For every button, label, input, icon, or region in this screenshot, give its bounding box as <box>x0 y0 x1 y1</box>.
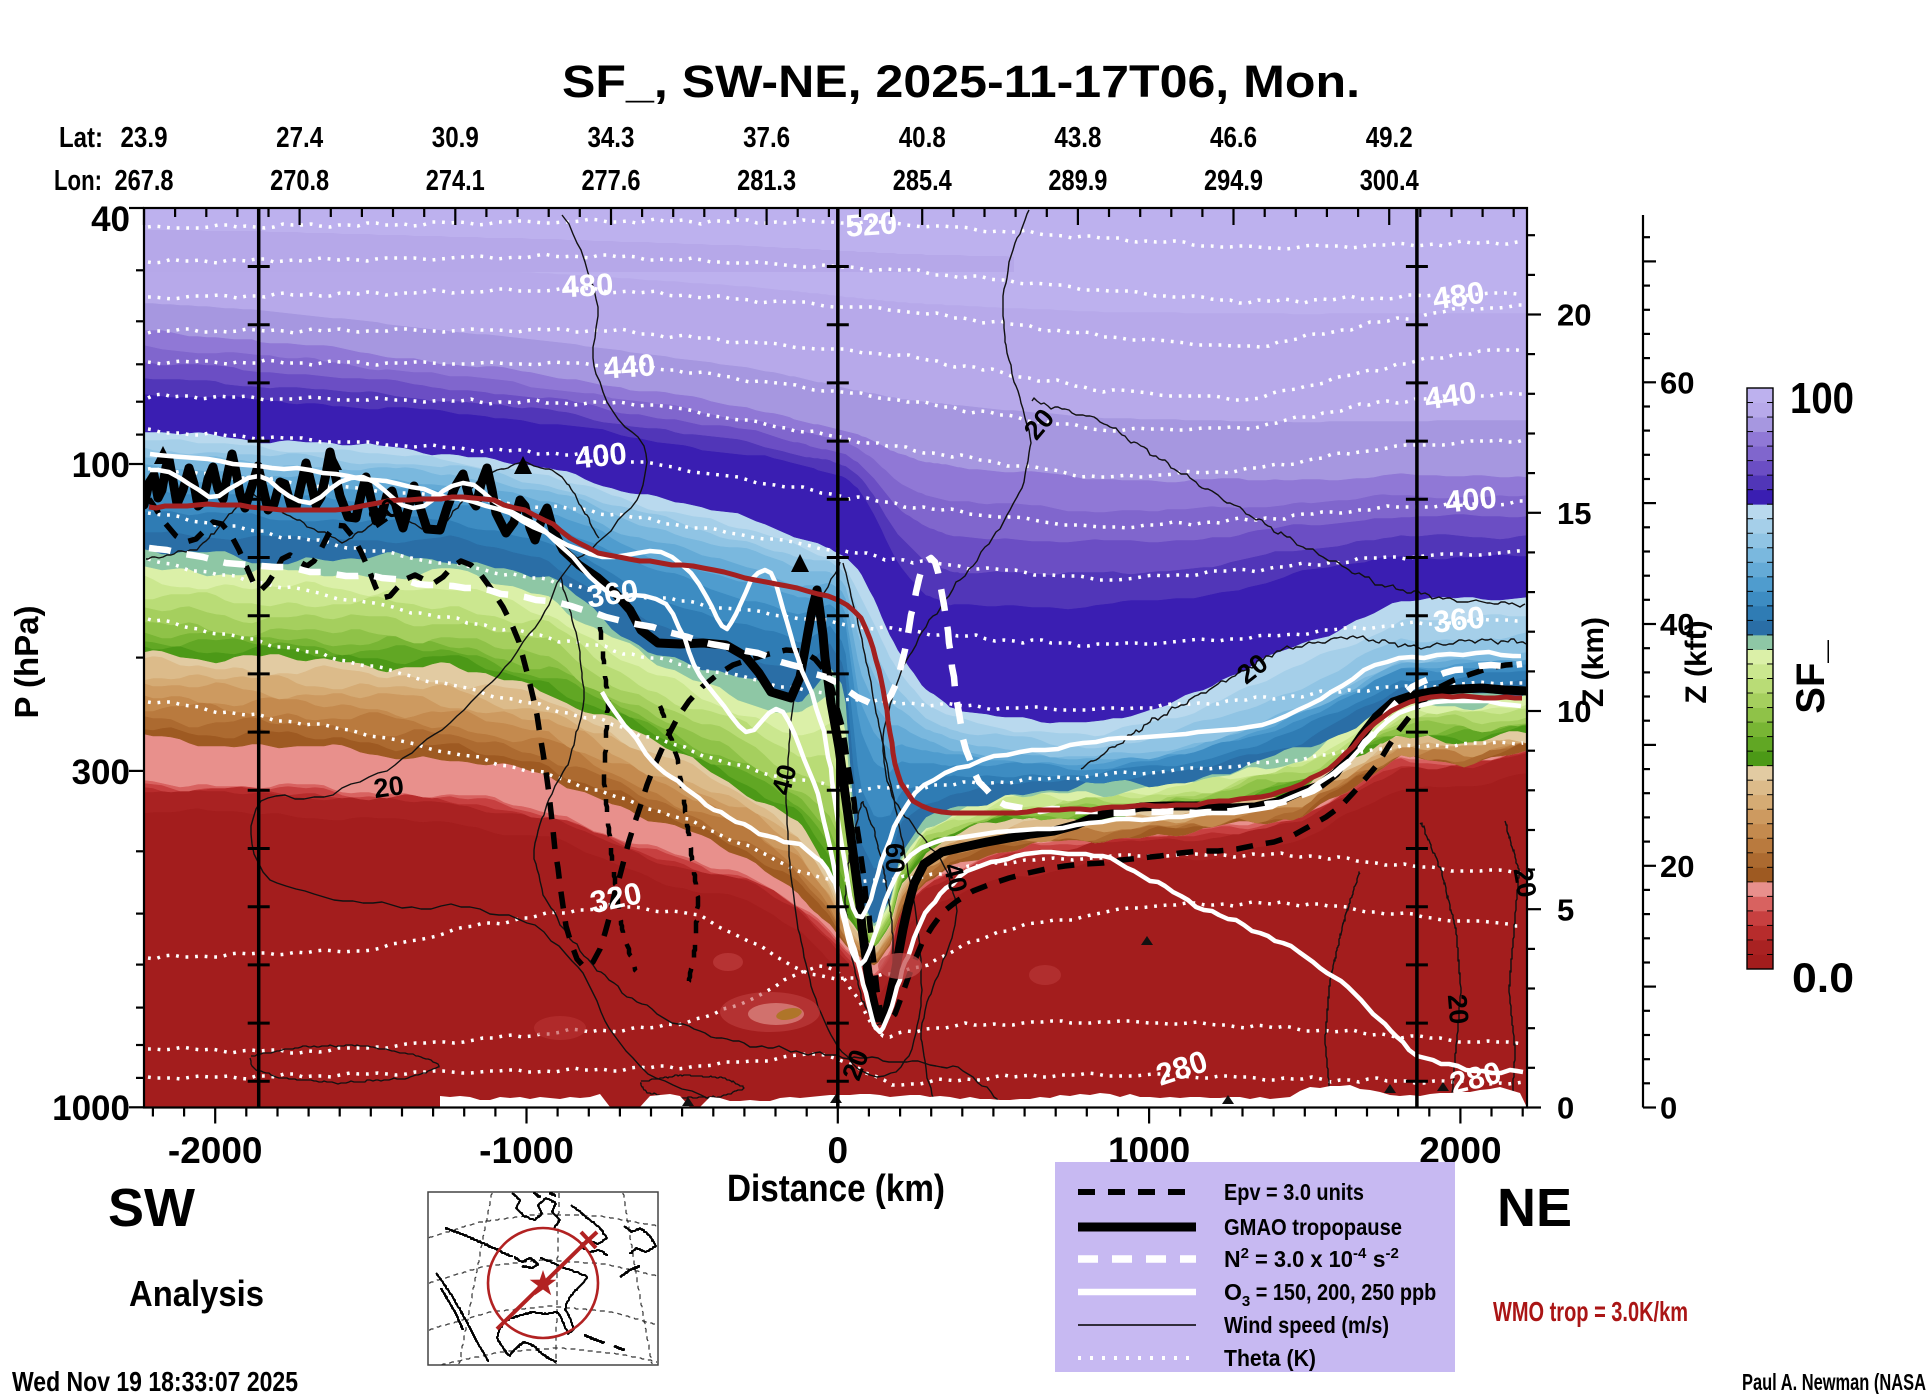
svg-text:SF_: SF_ <box>1789 640 1833 714</box>
svg-text:30.9: 30.9 <box>432 122 479 154</box>
svg-text:Paul A. Newman (NASA: Paul A. Newman (NASA <box>1742 1369 1926 1394</box>
svg-text:SW: SW <box>108 1178 195 1238</box>
svg-text:10: 10 <box>1557 694 1591 729</box>
svg-text:100: 100 <box>72 446 130 485</box>
svg-text:Epv = 3.0 units: Epv = 3.0 units <box>1224 1179 1364 1205</box>
svg-text:GMAO tropopause: GMAO tropopause <box>1224 1214 1402 1240</box>
svg-text:P (hPa): P (hPa) <box>8 605 45 718</box>
svg-text:SF_, SW-NE, 2025-11-17T06, Mon: SF_, SW-NE, 2025-11-17T06, Mon. <box>562 56 1360 107</box>
svg-text:440: 440 <box>1422 375 1478 417</box>
svg-text:20: 20 <box>1557 298 1591 333</box>
svg-text:Analysis: Analysis <box>129 1273 264 1314</box>
svg-text:Wind speed (m/s): Wind speed (m/s) <box>1224 1312 1389 1338</box>
svg-text:40.8: 40.8 <box>899 122 946 154</box>
svg-text:274.1: 274.1 <box>426 165 485 197</box>
svg-text:0: 0 <box>828 1130 849 1171</box>
svg-text:34.3: 34.3 <box>587 122 634 154</box>
svg-text:Lon:: Lon: <box>54 165 102 197</box>
svg-text:0.0: 0.0 <box>1792 954 1854 1001</box>
svg-text:100: 100 <box>1790 374 1854 423</box>
svg-text:-2000: -2000 <box>168 1130 263 1171</box>
svg-text:20: 20 <box>1507 865 1542 900</box>
svg-text:20: 20 <box>1660 849 1694 884</box>
svg-text:360: 360 <box>1431 599 1486 639</box>
svg-text:O3 = 150, 200, 250 ppb: O3 = 150, 200, 250 ppb <box>1224 1279 1436 1310</box>
svg-text:300.4: 300.4 <box>1360 165 1419 197</box>
svg-text:Theta (K): Theta (K) <box>1224 1345 1316 1371</box>
svg-text:-1000: -1000 <box>479 1130 574 1171</box>
svg-text:N2 = 3.0 x 10-4 s-2: N2 = 3.0 x 10-4 s-2 <box>1224 1245 1399 1272</box>
svg-text:289.9: 289.9 <box>1048 165 1107 197</box>
svg-text:0: 0 <box>1557 1091 1574 1126</box>
svg-text:60: 60 <box>1660 365 1694 400</box>
svg-text:0: 0 <box>1660 1091 1677 1126</box>
svg-text:277.6: 277.6 <box>581 165 640 197</box>
svg-text:Z (kft): Z (kft) <box>1680 620 1713 703</box>
svg-text:480: 480 <box>1430 275 1486 317</box>
svg-text:20: 20 <box>372 770 406 804</box>
svg-text:360: 360 <box>584 573 640 615</box>
svg-text:1000: 1000 <box>52 1089 130 1128</box>
svg-text:400: 400 <box>1443 479 1498 519</box>
svg-text:285.4: 285.4 <box>893 165 952 197</box>
svg-text:37.6: 37.6 <box>743 122 790 154</box>
svg-text:520: 520 <box>844 205 898 244</box>
svg-text:480: 480 <box>561 267 614 305</box>
svg-text:46.6: 46.6 <box>1210 122 1257 154</box>
svg-text:400: 400 <box>573 435 628 475</box>
svg-text:Distance (km): Distance (km) <box>727 1168 945 1210</box>
svg-text:281.3: 281.3 <box>737 165 796 197</box>
svg-text:NE: NE <box>1497 1178 1572 1238</box>
svg-text:49.2: 49.2 <box>1366 122 1413 154</box>
svg-text:40: 40 <box>1660 607 1694 642</box>
svg-text:27.4: 27.4 <box>276 122 323 154</box>
svg-text:WMO trop = 3.0K/km: WMO trop = 3.0K/km <box>1493 1296 1688 1327</box>
svg-text:440: 440 <box>602 347 656 386</box>
svg-text:5: 5 <box>1557 892 1574 927</box>
svg-text:294.9: 294.9 <box>1204 165 1263 197</box>
svg-text:40: 40 <box>91 200 130 239</box>
svg-text:300: 300 <box>72 753 130 792</box>
svg-text:Lat:: Lat: <box>59 122 103 154</box>
svg-text:Wed Nov 19 18:33:07 2025: Wed Nov 19 18:33:07 2025 <box>12 1366 298 1394</box>
svg-text:270.8: 270.8 <box>270 165 329 197</box>
svg-text:20: 20 <box>1442 993 1475 1026</box>
svg-text:15: 15 <box>1557 496 1591 531</box>
svg-text:60: 60 <box>880 843 910 873</box>
svg-text:267.8: 267.8 <box>115 165 174 197</box>
svg-text:Z (km): Z (km) <box>1577 617 1610 707</box>
svg-text:43.8: 43.8 <box>1054 122 1101 154</box>
svg-text:23.9: 23.9 <box>121 122 168 154</box>
